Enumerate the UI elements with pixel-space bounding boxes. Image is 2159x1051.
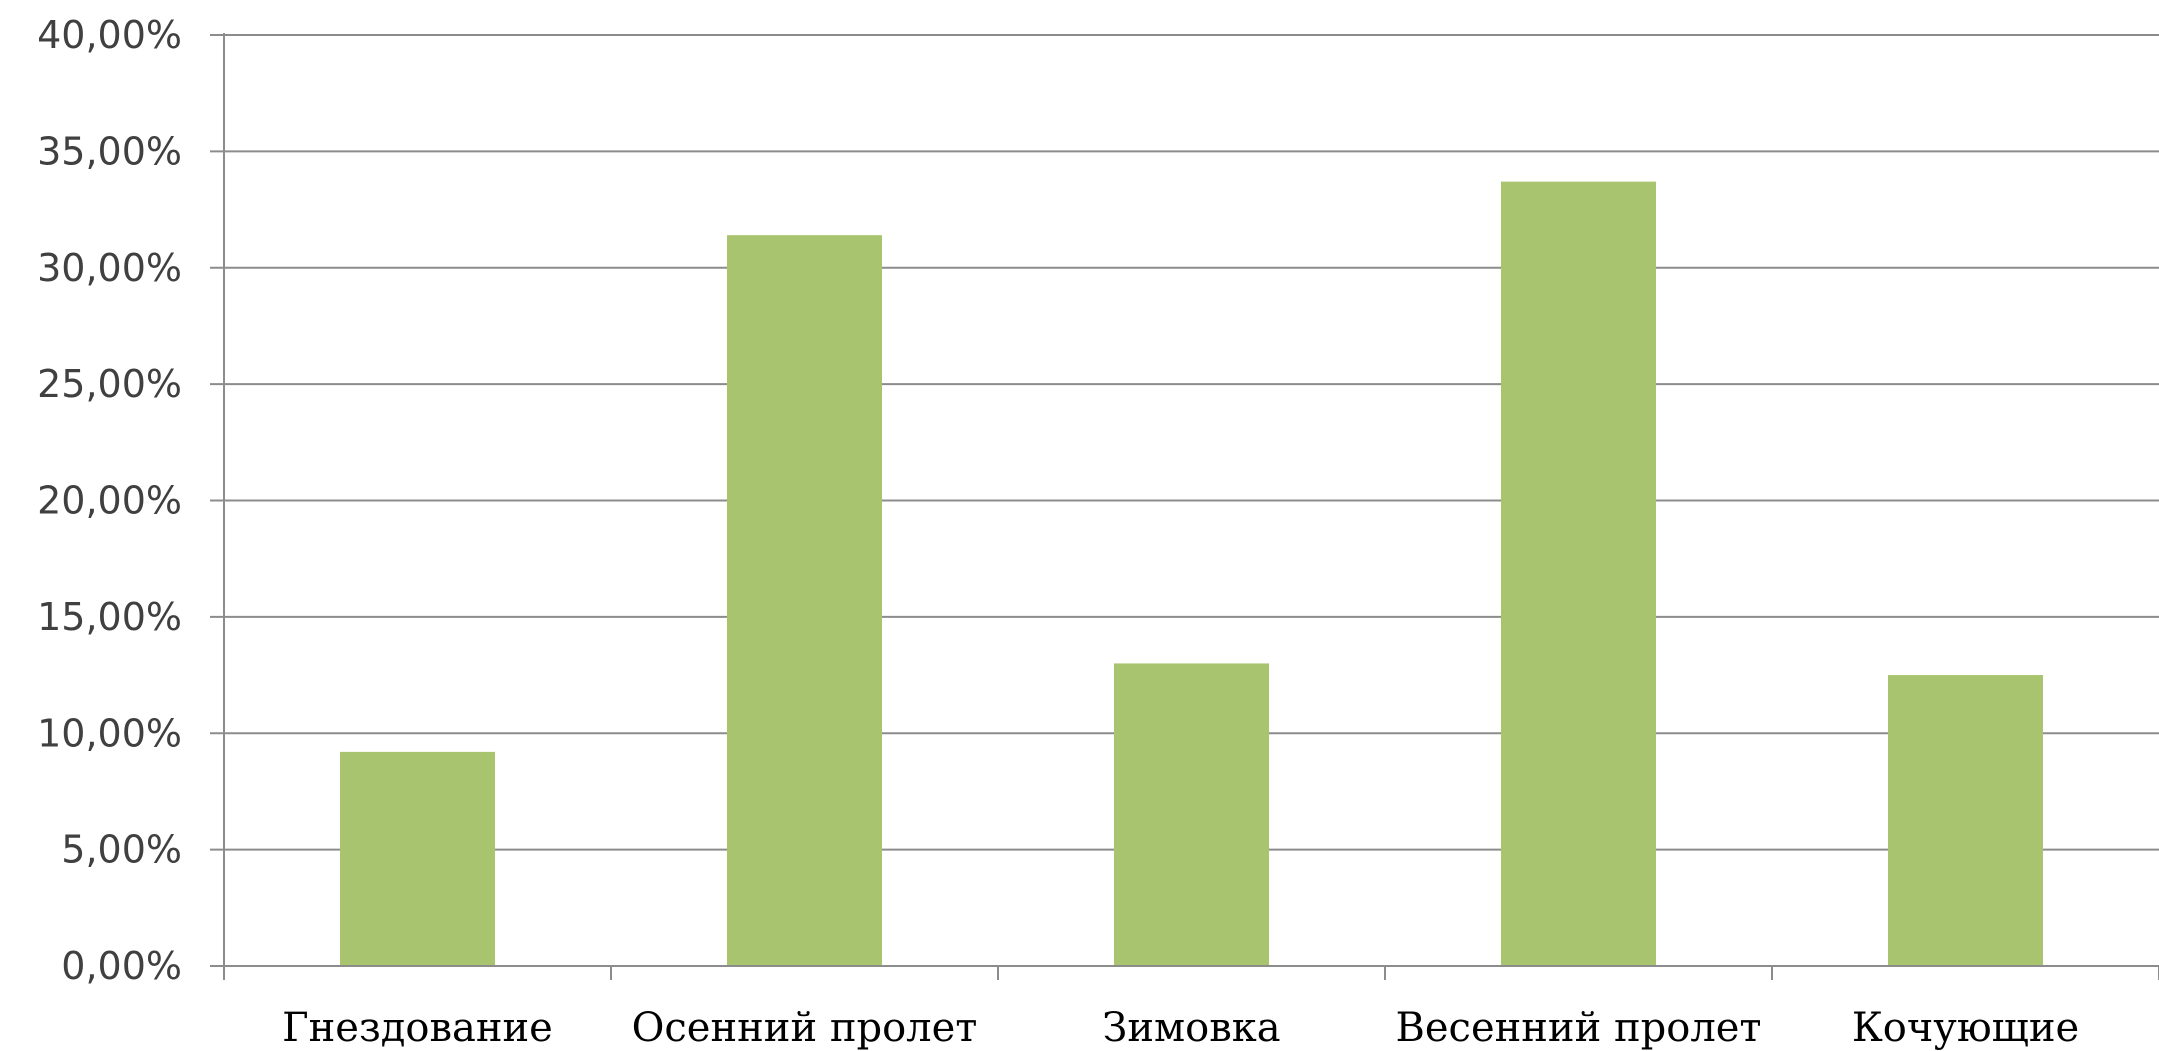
y-tick-label: 10,00% [37,711,182,755]
x-tick-label: Весенний пролет [1395,1005,1761,1051]
x-axis-tick-labels: Гнездование Осенний пролет Зимовка Весенний… [282,1005,2079,1051]
x-tick-label: Гнездование [282,1005,553,1051]
y-tick-label: 5,00% [61,828,182,872]
x-tick-label: Кочующие [1852,1005,2079,1051]
y-tick-label: 40,00% [37,13,182,57]
y-tick-label: 35,00% [37,129,182,173]
y-tick-label: 0,00% [61,944,182,988]
y-tick-label: 25,00% [37,362,182,406]
y-tick-label: 20,00% [37,479,182,523]
bar-2 [727,235,882,967]
x-tick-label: Осенний пролет [632,1005,978,1051]
bar-5 [1888,675,2043,966]
bar-4 [1501,181,1656,966]
bar-3 [1114,663,1269,966]
bars [340,181,2043,967]
y-tick-label: 30,00% [37,246,182,290]
gridlines [224,34,2159,851]
y-tick-label: 15,00% [37,595,182,639]
bar-1 [340,751,495,966]
axes [210,33,2159,980]
x-tick-label: Зимовка [1102,1005,1280,1051]
y-axis-tick-labels: 0,00% 5,00% 10,00% 15,00% 20,00% 25,00% 30,00%… [37,13,182,988]
